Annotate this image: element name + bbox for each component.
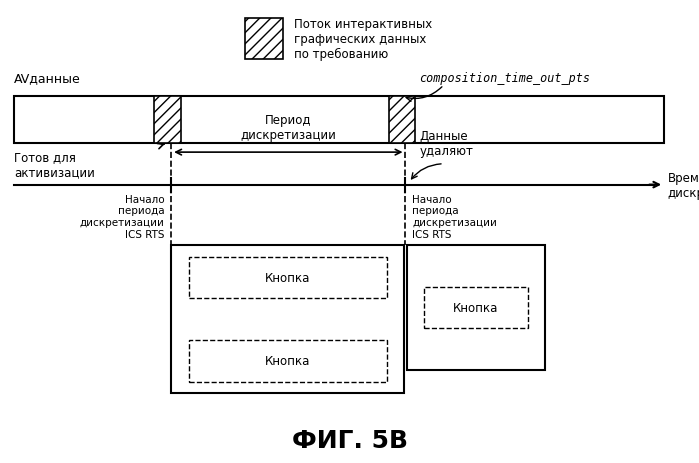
Text: Готов для
активизации: Готов для активизации (14, 150, 95, 178)
Bar (171, 245, 404, 394)
Text: Кнопка: Кнопка (454, 301, 498, 314)
Bar (389, 97, 415, 144)
Bar (189, 257, 387, 299)
Text: Время
дискретизации: Время дискретизации (668, 171, 699, 199)
Text: Поток интерактивных
графических данных
по требованию: Поток интерактивных графических данных п… (294, 18, 432, 61)
Bar (154, 97, 181, 144)
Bar (245, 19, 283, 60)
Text: Данные
удаляют: Данные удаляют (419, 130, 473, 157)
Text: Кнопка: Кнопка (265, 271, 310, 284)
Bar (424, 287, 528, 329)
Text: Кнопка: Кнопка (265, 355, 310, 368)
Bar (389, 97, 415, 144)
Bar (154, 97, 181, 144)
Text: Начало
периода
дискретизации
ICS RTS: Начало периода дискретизации ICS RTS (80, 194, 164, 239)
Text: AVданные: AVданные (14, 72, 80, 85)
Text: composition_time_out_pts: composition_time_out_pts (419, 72, 591, 85)
Text: Начало
периода
дискретизации
ICS RTS: Начало периода дискретизации ICS RTS (412, 194, 497, 239)
Text: Период
дискретизации: Период дискретизации (240, 113, 336, 141)
Text: ФИГ. 5В: ФИГ. 5В (291, 428, 408, 452)
Bar (189, 340, 387, 382)
Bar (407, 245, 545, 370)
Bar (14, 97, 664, 144)
